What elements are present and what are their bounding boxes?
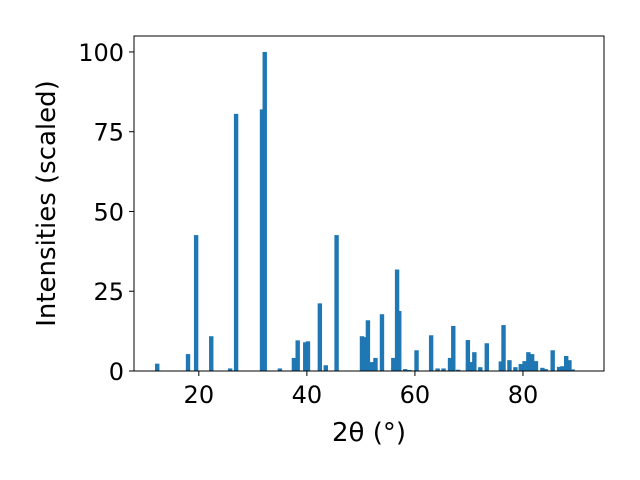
bar	[295, 340, 300, 371]
y-tick-label: 50	[93, 198, 124, 226]
bar	[323, 365, 328, 371]
bar	[305, 341, 311, 371]
bar	[365, 320, 371, 371]
bar	[391, 357, 396, 371]
bar	[303, 342, 308, 371]
bar	[277, 368, 283, 371]
bar	[556, 366, 562, 371]
bar	[513, 367, 518, 371]
y-tick-label: 0	[109, 358, 124, 386]
bar	[563, 356, 569, 371]
bar	[233, 113, 239, 371]
bar	[550, 350, 555, 371]
bar	[185, 354, 191, 371]
y-tick-label: 25	[93, 278, 124, 306]
bar	[262, 51, 267, 371]
bar	[435, 368, 440, 371]
bar	[570, 369, 575, 371]
bar	[373, 357, 378, 371]
x-axis-ticks: 20 40 60 80	[184, 371, 539, 409]
bar	[560, 366, 565, 371]
bar	[334, 235, 339, 371]
bar	[526, 352, 531, 371]
bar	[227, 368, 233, 371]
bar	[362, 337, 367, 371]
bar	[451, 326, 456, 371]
x-axis-label: 2θ (°)	[332, 418, 406, 448]
x-tick-label: 80	[508, 381, 539, 409]
bar	[529, 354, 535, 371]
bar	[403, 369, 408, 371]
bars-group	[155, 51, 575, 371]
bar	[465, 340, 471, 371]
bar	[533, 361, 539, 371]
bar	[369, 362, 374, 371]
bar	[379, 314, 385, 371]
bar	[259, 109, 265, 371]
bar	[317, 303, 323, 371]
bar	[543, 369, 548, 371]
bar	[359, 336, 365, 371]
bar	[567, 360, 572, 371]
bar	[455, 369, 461, 371]
bar	[155, 363, 160, 371]
x-tick-label: 40	[292, 381, 323, 409]
y-tick-label: 75	[93, 119, 124, 147]
bar	[478, 367, 483, 371]
plot-frame	[133, 35, 605, 372]
bar	[441, 368, 446, 371]
bar	[447, 357, 453, 371]
y-axis-label: Intensities (scaled)	[32, 80, 62, 327]
bar	[498, 361, 504, 371]
bar	[193, 235, 199, 371]
bar	[507, 360, 512, 371]
bar	[484, 343, 489, 371]
bar	[397, 311, 402, 371]
x-tick-label: 60	[400, 381, 431, 409]
bar	[522, 361, 527, 371]
y-tick-label: 100	[78, 39, 124, 67]
bar	[518, 363, 523, 371]
bar	[540, 367, 545, 371]
bar	[468, 362, 474, 371]
bar	[209, 336, 214, 371]
bar	[291, 357, 297, 371]
bar	[472, 352, 477, 371]
x-tick-label: 20	[184, 381, 215, 409]
bar	[428, 335, 434, 371]
bar	[414, 350, 419, 371]
bar	[501, 325, 506, 371]
y-axis-ticks: 0 25 50 75 100	[78, 39, 134, 386]
